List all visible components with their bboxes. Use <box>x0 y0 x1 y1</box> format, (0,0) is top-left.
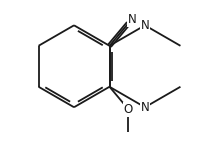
Text: O: O <box>124 103 133 116</box>
Text: N: N <box>127 13 136 26</box>
Text: N: N <box>141 101 149 114</box>
Text: N: N <box>141 19 149 32</box>
